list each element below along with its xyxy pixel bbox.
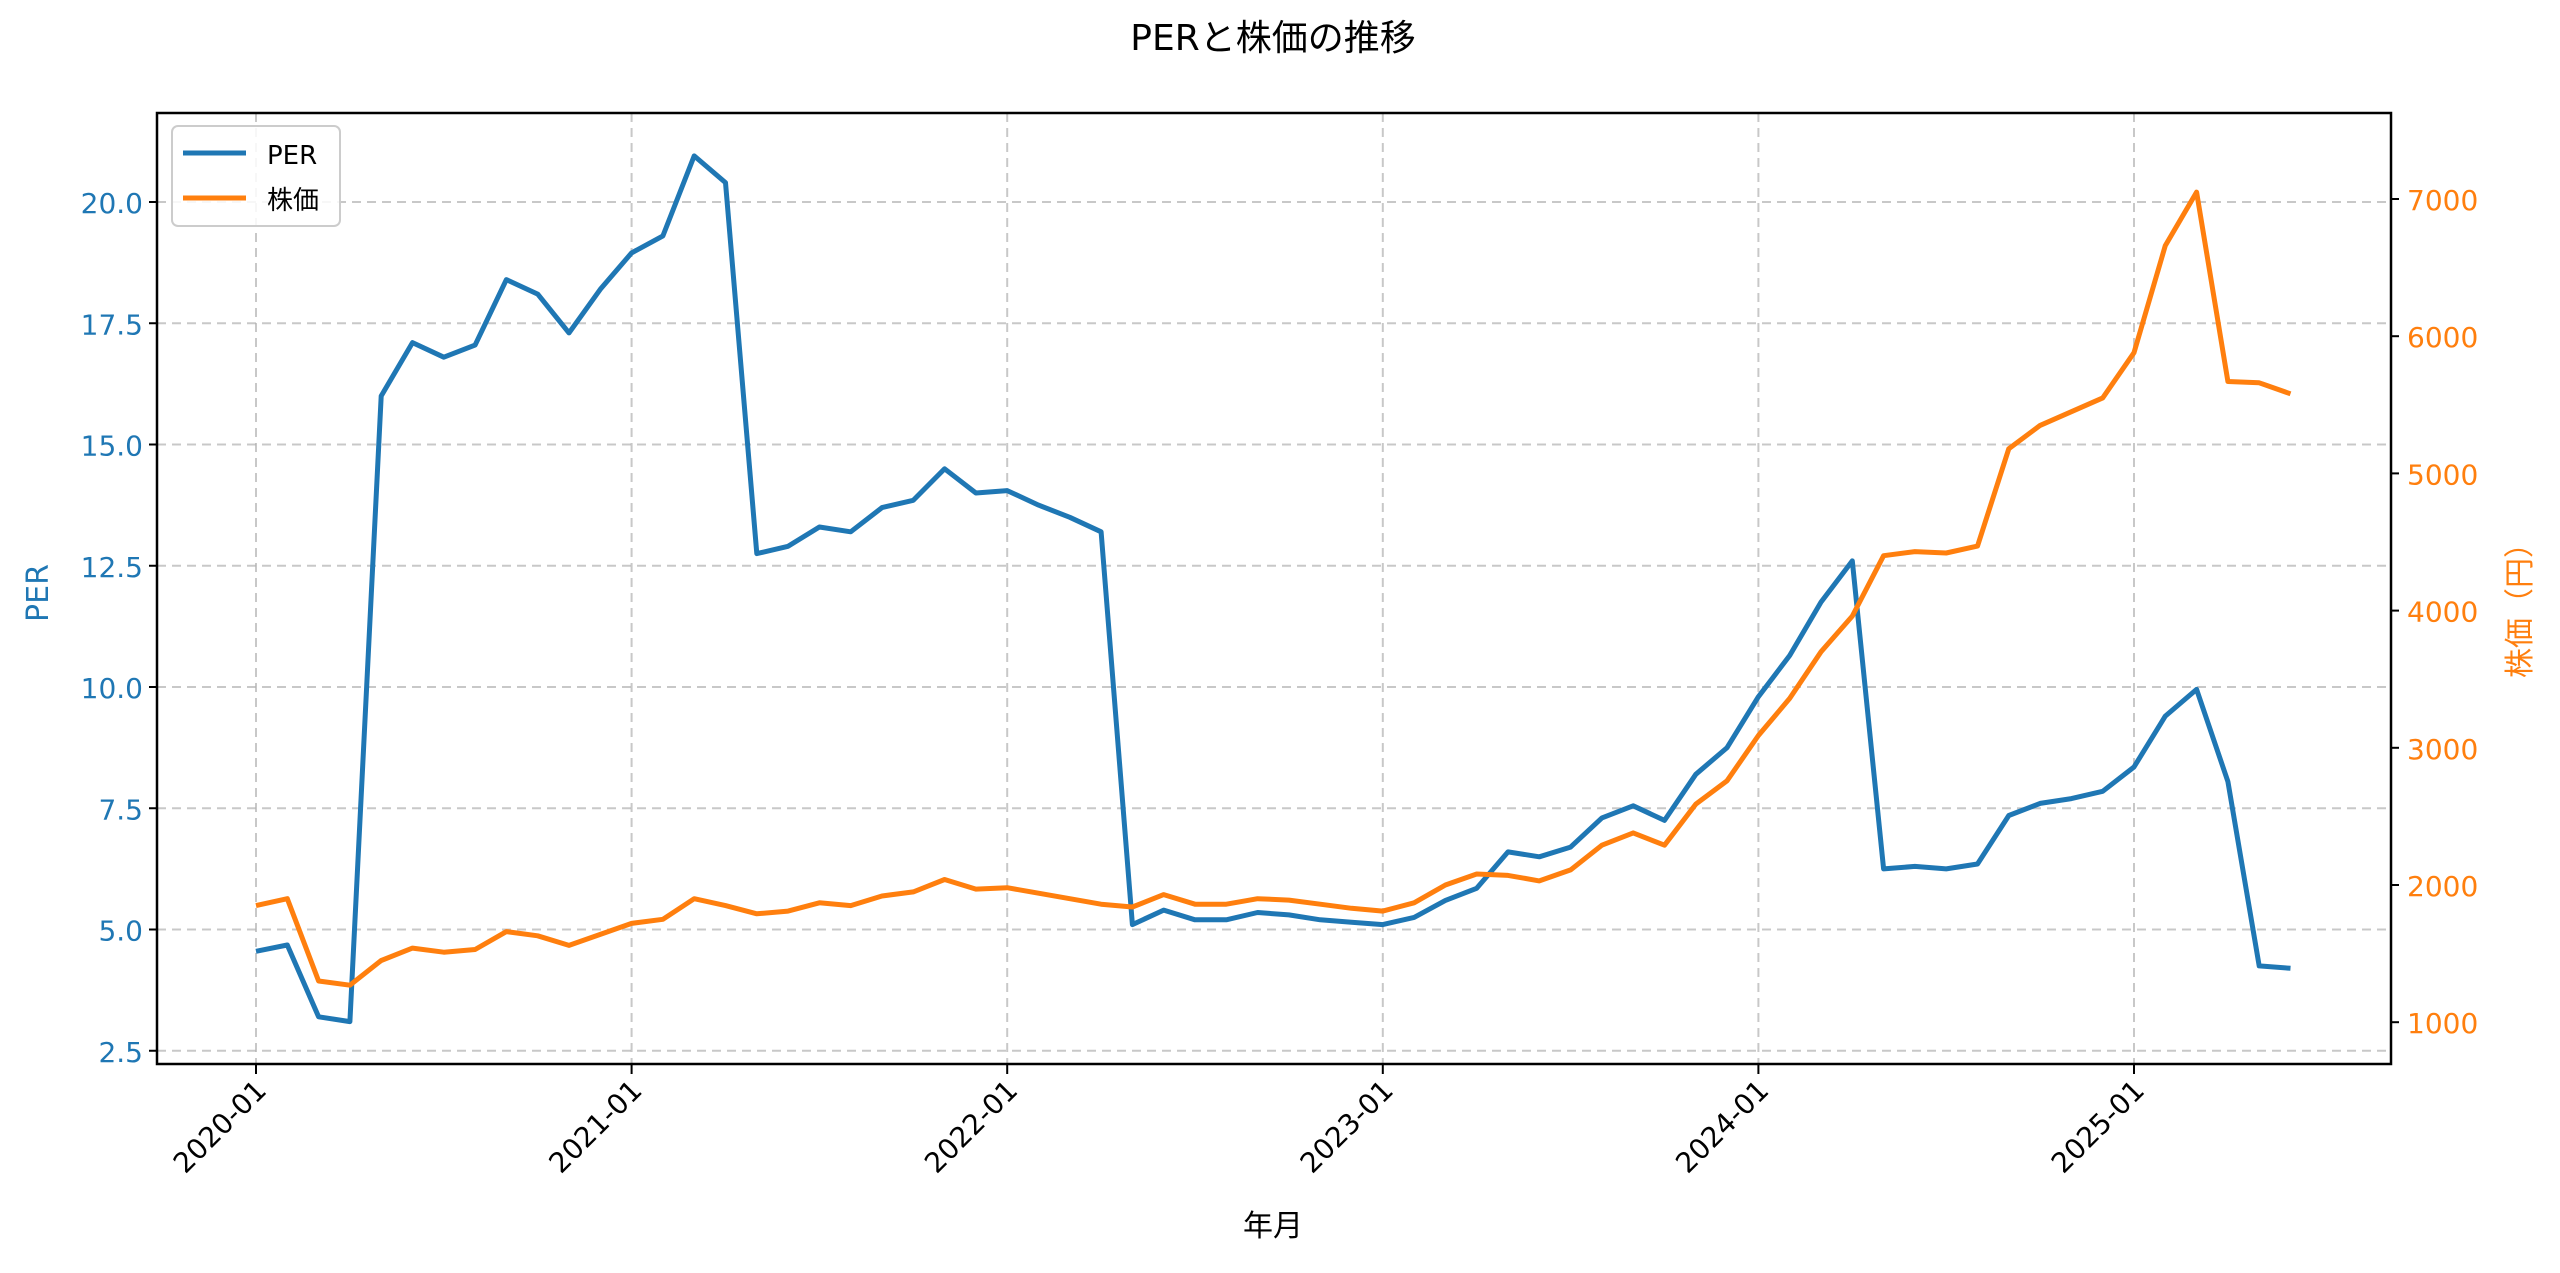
y-left-tick-label: 12.5 <box>81 551 143 584</box>
y-right-tick-label: 7000 <box>2407 184 2478 217</box>
x-tick-label: 2023-01 <box>1294 1074 1400 1180</box>
y-right-tick-label: 6000 <box>2407 321 2478 354</box>
per-line <box>255 153 2291 1025</box>
y-right-tick-label: 2000 <box>2407 870 2478 903</box>
chart-title: PERと株価の推移 <box>1130 18 1415 59</box>
series-lines <box>255 153 2292 1025</box>
y-right-tick-label: 4000 <box>2407 596 2478 629</box>
y-left-tick-label: 17.5 <box>81 308 143 341</box>
legend-per-label: PER <box>267 141 317 171</box>
y-left-tick-label: 2.5 <box>98 1036 143 1069</box>
y-right-tick-label: 1000 <box>2407 1007 2478 1040</box>
y-right-tick-label: 5000 <box>2407 458 2478 491</box>
y-axis-right-label: 株価（円） <box>2503 528 2538 678</box>
x-tick-label: 2024-01 <box>1669 1074 1775 1180</box>
legend: PER 株価 <box>171 125 341 227</box>
y-right-tick-label: 3000 <box>2407 733 2478 766</box>
y-axis-left-label: PER <box>21 564 56 622</box>
plot-frame <box>155 111 2393 1066</box>
legend-price-label: 株価 <box>267 186 319 216</box>
x-tick-label: 2020-01 <box>167 1074 273 1180</box>
grid <box>157 113 2391 1064</box>
price-line <box>255 189 2292 988</box>
x-tick-label: 2021-01 <box>542 1074 648 1180</box>
y-left-tick-label: 7.5 <box>98 793 143 826</box>
y-left-tick-label: 15.0 <box>81 430 143 463</box>
y-axis-right: 1000 2000 3000 4000 5000 6000 7000 <box>2391 184 2478 1040</box>
y-left-tick-label: 5.0 <box>98 915 143 948</box>
y-left-tick-label: 10.0 <box>81 672 143 705</box>
x-tick-label: 2022-01 <box>918 1074 1024 1180</box>
y-axis-left: 2.5 5.0 7.5 10.0 12.5 15.0 17.5 20.0 <box>81 187 157 1069</box>
x-tick-label: 2025-01 <box>2045 1074 2151 1180</box>
x-axis: 2020-01 2021-01 2022-01 2023-01 2024-01 2025-… <box>167 1064 2151 1180</box>
x-axis-label: 年月 <box>1243 1209 1303 1244</box>
y-left-tick-label: 20.0 <box>81 187 143 220</box>
